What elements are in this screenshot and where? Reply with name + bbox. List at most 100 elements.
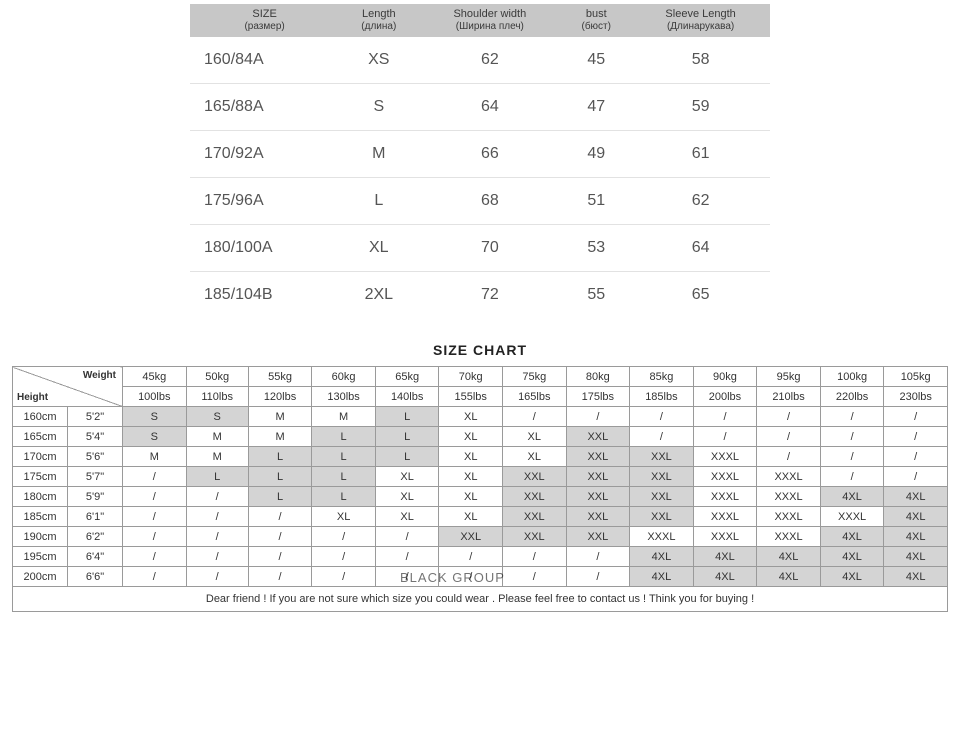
footer-note-row: Dear friend ! If you are not sure which …	[13, 587, 948, 612]
weight-kg-cell: 105kg	[884, 367, 948, 387]
size-cell: /	[123, 507, 187, 527]
size-cell: M	[248, 407, 312, 427]
size-cell: L	[312, 467, 376, 487]
size-cell: /	[820, 447, 884, 467]
size-cell: XL	[375, 487, 439, 507]
table-cell: 66	[418, 131, 561, 178]
weight-lbs-cell: 165lbs	[503, 387, 567, 407]
height-ft-cell: 5'2"	[68, 407, 123, 427]
size-cell: /	[503, 567, 567, 587]
size-cell: L	[248, 447, 312, 467]
weight-lbs-cell: 155lbs	[439, 387, 503, 407]
table-cell: 2XL	[339, 272, 418, 319]
weight-kg-cell: 100kg	[820, 367, 884, 387]
size-cell: L	[375, 427, 439, 447]
height-cm-cell: 200cm	[13, 567, 68, 587]
table-cell: 51	[561, 178, 631, 225]
height-ft-cell: 6'4"	[68, 547, 123, 567]
measurements-table: SIZE(размер) Length(длина) Shoulder widt…	[190, 4, 770, 318]
size-cell: /	[693, 407, 757, 427]
table-cell: XL	[339, 225, 418, 272]
size-cell: 4XL	[884, 487, 948, 507]
size-cell: XXL	[630, 467, 694, 487]
table-row: 165/88AS644759	[190, 84, 770, 131]
size-cell: /	[186, 487, 248, 507]
size-cell: /	[566, 407, 630, 427]
table-cell: 59	[631, 84, 770, 131]
size-row: 165cm5'4"SMMLLXLXLXXL/////	[13, 427, 948, 447]
size-cell: L	[375, 447, 439, 467]
height-ft-cell: 6'2"	[68, 527, 123, 547]
weight-lbs-cell: 175lbs	[566, 387, 630, 407]
size-cell: /	[186, 567, 248, 587]
size-cell: XL	[439, 407, 503, 427]
table-row: 170/92AM664961	[190, 131, 770, 178]
size-cell: XXL	[503, 527, 567, 547]
size-cell: M	[186, 447, 248, 467]
size-cell: XL	[439, 507, 503, 527]
size-cell: XXL	[439, 527, 503, 547]
table-row: 180/100AXL705364	[190, 225, 770, 272]
table-cell: 64	[631, 225, 770, 272]
size-cell: /	[312, 527, 376, 547]
table-cell: M	[339, 131, 418, 178]
weight-lbs-cell: 200lbs	[693, 387, 757, 407]
size-cell: XL	[503, 447, 567, 467]
height-cm-cell: 175cm	[13, 467, 68, 487]
weight-lbs-cell: 185lbs	[630, 387, 694, 407]
size-cell: XXXL	[757, 467, 821, 487]
weight-kg-cell: 90kg	[693, 367, 757, 387]
height-ft-cell: 5'4"	[68, 427, 123, 447]
size-cell: /	[248, 527, 312, 547]
col-sleeve: Sleeve Length(Длинарукава)	[631, 4, 770, 37]
size-cell: XXL	[503, 487, 567, 507]
col-shoulder: Shoulder width(Ширина плеч)	[418, 4, 561, 37]
size-chart-table: Weight Height 45kg50kg55kg60kg65kg70kg75…	[12, 366, 948, 612]
size-cell: /	[375, 527, 439, 547]
weight-kg-cell: 50kg	[186, 367, 248, 387]
size-cell: XXL	[566, 527, 630, 547]
height-cm-cell: 160cm	[13, 407, 68, 427]
table-row: 175/96AL685162	[190, 178, 770, 225]
weight-lbs-cell: 220lbs	[820, 387, 884, 407]
size-cell: /	[884, 467, 948, 487]
size-cell: 4XL	[820, 567, 884, 587]
table-cell: 68	[418, 178, 561, 225]
height-cm-cell: 195cm	[13, 547, 68, 567]
size-cell: /	[503, 547, 567, 567]
size-cell: 4XL	[693, 547, 757, 567]
size-cell: 4XL	[884, 547, 948, 567]
table-cell: 160/84A	[190, 37, 339, 84]
height-ft-cell: 6'6"	[68, 567, 123, 587]
size-row: 160cm5'2"SSMMLXL///////	[13, 407, 948, 427]
size-cell: XXL	[503, 467, 567, 487]
size-cell: M	[123, 447, 187, 467]
size-cell: 4XL	[693, 567, 757, 587]
size-cell: 4XL	[757, 547, 821, 567]
size-cell: /	[248, 507, 312, 527]
size-cell: L	[186, 467, 248, 487]
size-cell: XL	[439, 467, 503, 487]
size-cell: XXXL	[757, 507, 821, 527]
height-cm-cell: 180cm	[13, 487, 68, 507]
size-cell: /	[186, 527, 248, 547]
height-ft-cell: 5'6"	[68, 447, 123, 467]
table-cell: 53	[561, 225, 631, 272]
size-cell: /	[757, 447, 821, 467]
weight-lbs-cell: 210lbs	[757, 387, 821, 407]
size-cell: 4XL	[884, 567, 948, 587]
footer-note: Dear friend ! If you are not sure which …	[13, 587, 948, 612]
size-row: 190cm6'2"/////XXLXXLXXLXXXLXXXLXXXL4XL4X…	[13, 527, 948, 547]
size-cell: 4XL	[884, 507, 948, 527]
weight-label: Weight	[83, 370, 116, 381]
weight-kg-cell: 45kg	[123, 367, 187, 387]
size-cell: XXXL	[693, 527, 757, 547]
size-cell: /	[566, 547, 630, 567]
size-cell: /	[312, 567, 376, 587]
weight-lbs-cell: 110lbs	[186, 387, 248, 407]
table-cell: 55	[561, 272, 631, 319]
size-cell: S	[186, 407, 248, 427]
size-cell: L	[248, 487, 312, 507]
measurements-header-row: SIZE(размер) Length(длина) Shoulder widt…	[190, 4, 770, 37]
size-row: 175cm5'7"/LLLXLXLXXLXXLXXLXXXLXXXL//	[13, 467, 948, 487]
